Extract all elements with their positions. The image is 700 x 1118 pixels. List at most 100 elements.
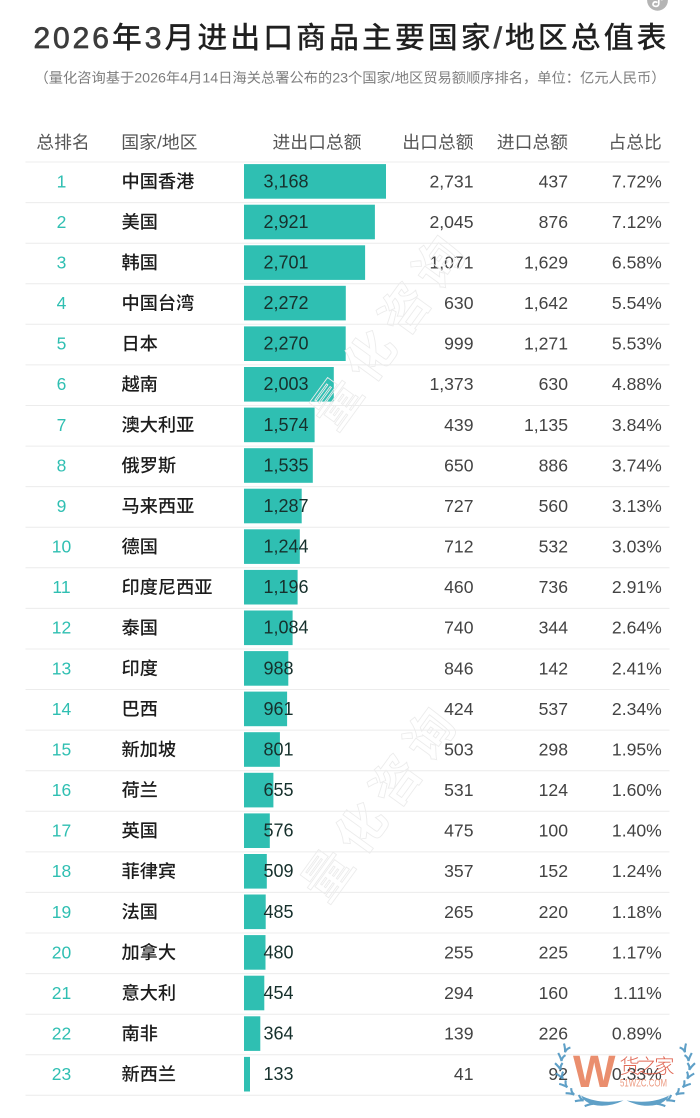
svg-text:801: 801 bbox=[264, 740, 294, 760]
svg-text:1,071: 1,071 bbox=[429, 253, 473, 273]
svg-text:21: 21 bbox=[52, 983, 71, 1003]
svg-text:655: 655 bbox=[264, 780, 294, 800]
svg-text:W: W bbox=[573, 1046, 616, 1097]
svg-text:5: 5 bbox=[57, 334, 67, 354]
svg-text:1,535: 1,535 bbox=[264, 455, 309, 475]
svg-text:1,642: 1,642 bbox=[524, 293, 568, 313]
svg-text:23: 23 bbox=[52, 1064, 71, 1084]
svg-text:1.40%: 1.40% bbox=[612, 821, 662, 841]
svg-text:727: 727 bbox=[444, 496, 473, 516]
svg-text:255: 255 bbox=[444, 942, 474, 962]
svg-text:2026: 2026 bbox=[33, 22, 111, 55]
svg-text:14: 14 bbox=[202, 71, 218, 87]
svg-text:20: 20 bbox=[52, 942, 72, 962]
svg-text:4: 4 bbox=[180, 71, 188, 87]
svg-text:13: 13 bbox=[52, 658, 71, 678]
svg-text:999: 999 bbox=[444, 334, 473, 354]
svg-text:988: 988 bbox=[264, 658, 294, 678]
svg-text:736: 736 bbox=[539, 577, 569, 597]
svg-text:5.54%: 5.54% bbox=[612, 293, 662, 313]
svg-text:537: 537 bbox=[539, 699, 568, 719]
svg-text:1.95%: 1.95% bbox=[612, 740, 662, 760]
svg-text:1.24%: 1.24% bbox=[612, 861, 662, 881]
svg-text:357: 357 bbox=[444, 861, 473, 881]
svg-text:12: 12 bbox=[52, 618, 71, 638]
svg-text:531: 531 bbox=[444, 780, 473, 800]
svg-text:2,731: 2,731 bbox=[429, 171, 473, 191]
svg-text:1.11%: 1.11% bbox=[613, 983, 662, 1003]
svg-text:3.03%: 3.03% bbox=[612, 537, 662, 557]
svg-text:41: 41 bbox=[454, 1064, 474, 1084]
svg-text:17: 17 bbox=[52, 821, 71, 841]
svg-text:2,045: 2,045 bbox=[429, 212, 473, 232]
svg-text:7.72%: 7.72% bbox=[612, 171, 662, 191]
svg-text:51WZC.COM: 51WZC.COM bbox=[620, 1078, 667, 1090]
svg-text:1,287: 1,287 bbox=[264, 496, 309, 516]
svg-text:139: 139 bbox=[444, 1024, 473, 1044]
svg-text:1,084: 1,084 bbox=[264, 618, 309, 638]
svg-text:740: 740 bbox=[444, 618, 474, 638]
svg-text:15: 15 bbox=[52, 740, 71, 760]
svg-text:9: 9 bbox=[57, 496, 67, 516]
svg-text:22: 22 bbox=[52, 1024, 71, 1044]
svg-text:364: 364 bbox=[264, 1024, 294, 1044]
svg-text:560: 560 bbox=[539, 496, 569, 516]
svg-text:16: 16 bbox=[52, 780, 71, 800]
svg-text:630: 630 bbox=[444, 293, 474, 313]
svg-text:/: / bbox=[494, 22, 505, 55]
svg-text:18: 18 bbox=[52, 861, 71, 881]
svg-text:2,270: 2,270 bbox=[264, 334, 309, 354]
svg-text:475: 475 bbox=[444, 821, 474, 841]
svg-text:11: 11 bbox=[52, 577, 70, 597]
svg-text:6.58%: 6.58% bbox=[612, 253, 662, 273]
svg-text:2: 2 bbox=[57, 212, 67, 232]
svg-text:2.41%: 2.41% bbox=[612, 658, 662, 678]
svg-text:1: 1 bbox=[57, 171, 67, 191]
svg-text:0.89%: 0.89% bbox=[612, 1024, 662, 1044]
svg-text:1,574: 1,574 bbox=[264, 415, 309, 435]
svg-text:124: 124 bbox=[539, 780, 569, 800]
svg-text:3.84%: 3.84% bbox=[612, 415, 662, 435]
svg-text:3: 3 bbox=[57, 253, 67, 273]
svg-text:3.74%: 3.74% bbox=[612, 455, 662, 475]
svg-text:961: 961 bbox=[264, 699, 294, 719]
svg-text:298: 298 bbox=[539, 740, 569, 760]
svg-text:532: 532 bbox=[539, 537, 568, 557]
svg-text:10: 10 bbox=[52, 537, 72, 557]
svg-text:225: 225 bbox=[539, 942, 569, 962]
svg-text:1.18%: 1.18% bbox=[612, 902, 662, 922]
svg-text:265: 265 bbox=[444, 902, 474, 922]
svg-text:/: / bbox=[157, 133, 162, 153]
svg-text:100: 100 bbox=[539, 821, 569, 841]
svg-text:460: 460 bbox=[444, 577, 474, 597]
svg-text:23: 23 bbox=[332, 71, 348, 87]
svg-text:133: 133 bbox=[264, 1064, 294, 1084]
svg-text:712: 712 bbox=[444, 537, 473, 557]
svg-text:1,244: 1,244 bbox=[264, 537, 309, 557]
svg-text:1,629: 1,629 bbox=[524, 253, 568, 273]
svg-text:2,701: 2,701 bbox=[264, 253, 309, 273]
svg-text:3: 3 bbox=[145, 22, 165, 55]
svg-text:220: 220 bbox=[539, 902, 569, 922]
svg-text:2.91%: 2.91% bbox=[612, 577, 662, 597]
svg-text:509: 509 bbox=[264, 861, 294, 881]
svg-text:439: 439 bbox=[444, 415, 473, 435]
svg-text:19: 19 bbox=[52, 902, 71, 922]
svg-text:650: 650 bbox=[444, 455, 474, 475]
svg-text:485: 485 bbox=[264, 902, 294, 922]
svg-text:152: 152 bbox=[539, 861, 568, 881]
svg-text:14: 14 bbox=[52, 699, 72, 719]
svg-text:2.64%: 2.64% bbox=[612, 618, 662, 638]
svg-text:4: 4 bbox=[57, 293, 67, 313]
svg-text:2,921: 2,921 bbox=[264, 212, 309, 232]
svg-text:2,003: 2,003 bbox=[264, 374, 309, 394]
svg-text:1,135: 1,135 bbox=[524, 415, 568, 435]
svg-text:2,272: 2,272 bbox=[264, 293, 309, 313]
svg-text:630: 630 bbox=[539, 374, 569, 394]
svg-text:7.12%: 7.12% bbox=[612, 212, 662, 232]
svg-text:344: 344 bbox=[539, 618, 569, 638]
svg-text:503: 503 bbox=[444, 740, 474, 760]
svg-text:3,168: 3,168 bbox=[264, 171, 309, 191]
svg-text:846: 846 bbox=[444, 658, 474, 678]
svg-text:294: 294 bbox=[444, 983, 474, 1003]
